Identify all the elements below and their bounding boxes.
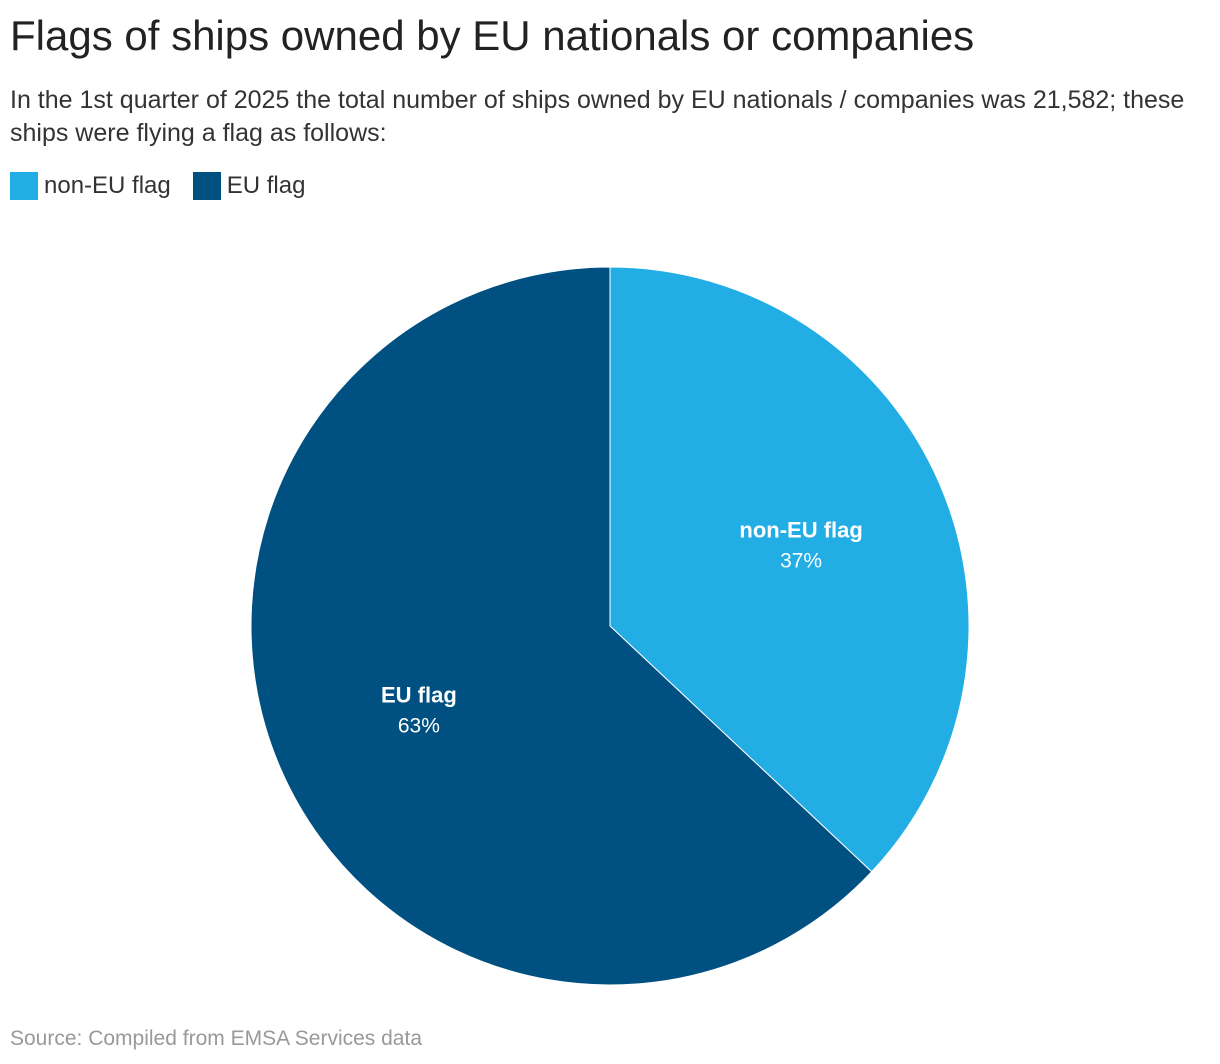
chart-subtitle: In the 1st quarter of 2025 the total num… — [10, 86, 1185, 147]
legend-label-eu: EU flag — [226, 172, 306, 199]
legend-label-non-eu: non-EU flag — [44, 172, 171, 199]
legend-item-eu: EU flag — [192, 172, 306, 200]
pie-slice-non-eu-flag — [609, 266, 970, 873]
legend-swatch-eu — [192, 172, 221, 200]
pie-slice-eu-flag — [250, 266, 873, 986]
slice-value-non-eu-flag: 37% — [780, 549, 822, 572]
slice-label-non-eu-flag: non-EU flag — [739, 517, 862, 542]
legend: non-EU flag EU flag — [10, 172, 305, 200]
slice-value-eu-flag: 63% — [398, 715, 440, 738]
legend-swatch-non-eu — [10, 172, 38, 200]
slice-label-eu-flag: EU flag — [381, 683, 457, 708]
source-note: Source: Compiled from EMSA Services data — [10, 1027, 423, 1050]
legend-item-non-eu: non-EU flag — [10, 172, 171, 200]
chart-title: Flags of ships owned by EU nationals or … — [10, 12, 975, 59]
